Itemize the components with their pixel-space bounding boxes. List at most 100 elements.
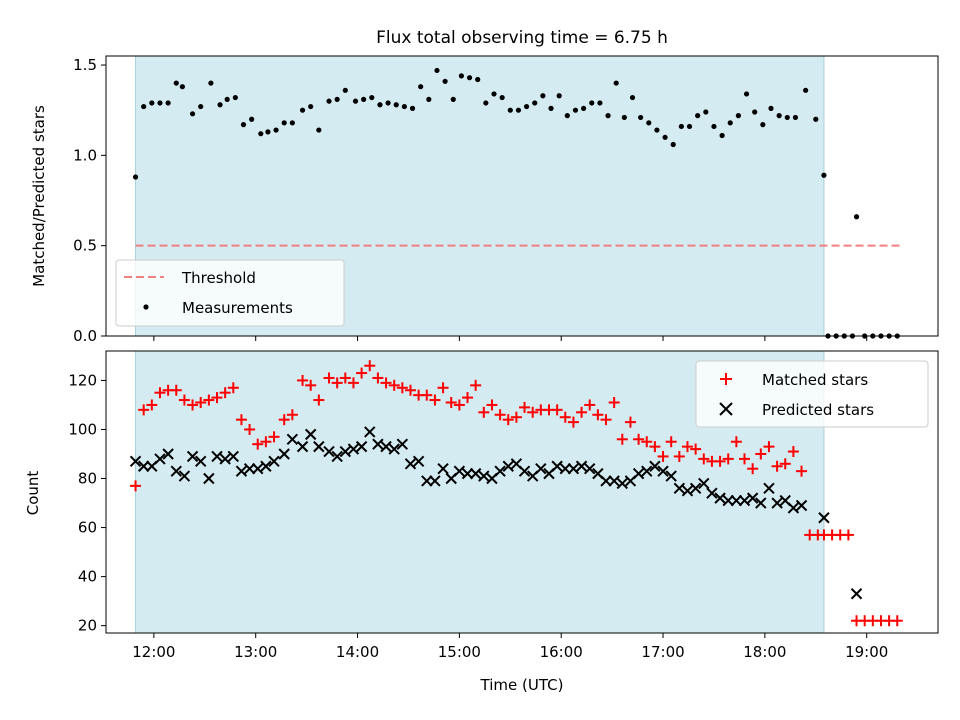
predicted-point [162, 448, 174, 460]
matched-point [673, 450, 685, 462]
predicted-point [641, 465, 653, 477]
predicted-point [313, 440, 325, 453]
predicted-point [600, 475, 612, 487]
matched-point [592, 409, 604, 421]
predicted-point [551, 460, 563, 472]
matched-point [502, 414, 514, 426]
measurement-point [686, 123, 693, 130]
matched-point [203, 394, 215, 406]
measurement-point [141, 103, 147, 110]
measurement-point [784, 114, 790, 121]
matched-points [130, 360, 903, 627]
predicted-point [429, 475, 441, 487]
predicted-point [706, 487, 718, 499]
counts-legend-box [695, 360, 929, 428]
matched-point [260, 436, 272, 448]
matched-point [154, 387, 166, 399]
matched-point [268, 431, 280, 443]
measurement-point [813, 116, 819, 122]
measurement-point [605, 113, 611, 119]
y-tick-label: 1.0 [73, 146, 97, 164]
measurement-point [385, 100, 391, 106]
measurement-point [613, 80, 619, 86]
x-tick-label: 14:00 [336, 643, 379, 661]
predicted-point [608, 475, 620, 487]
predicted-point [787, 502, 800, 514]
measurement-point [352, 98, 359, 104]
measurement-point [401, 103, 407, 110]
measurement-point [179, 84, 185, 90]
measurement-point [165, 100, 171, 106]
predicted-point [137, 460, 150, 472]
matched-point [421, 389, 433, 401]
matched-point [313, 394, 325, 406]
measurement-point [853, 214, 860, 220]
matched-point [576, 406, 588, 418]
measurement-point [760, 122, 766, 128]
matched-point [235, 414, 247, 426]
matched-point [891, 615, 903, 627]
measurement-point [572, 107, 579, 113]
predicted-legend-label: Predicted stars [762, 401, 874, 419]
matched-point [380, 377, 392, 389]
measurement-point [776, 113, 782, 119]
counts-panel: 20 40 60 80 100 120 12:00 13:00 14:00 15:00 16:00… [24, 336, 939, 694]
matched-point [842, 529, 854, 541]
x-tick-label: 17:00 [641, 643, 684, 661]
predicted-point [502, 460, 514, 472]
matched-point [755, 448, 767, 460]
x-tick-label: 18:00 [743, 643, 786, 661]
predicted-point [665, 470, 677, 482]
measurement-point [289, 120, 295, 126]
measurement-point [466, 75, 473, 81]
measurement-point [377, 102, 383, 108]
measurement-point [281, 120, 287, 126]
matched-point [437, 382, 449, 394]
matched-point [796, 465, 808, 477]
predicted-point [771, 497, 783, 509]
measurement-point [638, 114, 644, 121]
measurement-point [369, 94, 375, 101]
measurement-points [132, 67, 900, 339]
predicted-point [584, 462, 596, 475]
matched-point [649, 441, 661, 453]
predicted-point [673, 482, 686, 495]
y-tick-label: 20 [78, 617, 97, 635]
measurement-point [556, 93, 562, 99]
predicted-point [186, 450, 199, 463]
predicted-point [657, 465, 669, 477]
matched-point [779, 458, 791, 470]
predicted-point [243, 462, 256, 475]
matched-point [396, 382, 408, 394]
measurement-point [752, 109, 758, 115]
predicted-point [567, 462, 580, 475]
y-tick-label: 0.0 [73, 327, 97, 345]
x-tick-label: 13:00 [234, 643, 277, 661]
time-x-ticks: 12:00 13:00 14:00 15:00 16:00 17:00 18:00 19:00 [132, 336, 888, 661]
matched-point [787, 446, 799, 458]
matched-point [297, 374, 309, 386]
measurement-point [743, 91, 750, 97]
measurement-point [299, 107, 306, 113]
matched-point [681, 441, 693, 453]
matched-point [584, 399, 596, 411]
matched-point [600, 414, 612, 426]
matched-point [305, 379, 317, 391]
predicted-point [380, 440, 392, 453]
matched-point [616, 433, 628, 445]
chart-title: Flux total observing time = 6.75 h [376, 28, 668, 48]
measurement-point [334, 96, 340, 102]
matched-point [494, 409, 506, 421]
predicted-point [372, 438, 384, 450]
predicted-point [195, 455, 207, 468]
measurement-point [646, 120, 652, 126]
matched-point [608, 396, 620, 408]
measurement-point [442, 78, 448, 84]
measurement-point [409, 105, 416, 111]
predicted-point [129, 455, 142, 468]
matched-point [527, 406, 539, 418]
predicted-point [478, 470, 490, 482]
measurement-point [475, 76, 481, 83]
predicted-point [689, 482, 702, 495]
matched-point [286, 409, 298, 421]
